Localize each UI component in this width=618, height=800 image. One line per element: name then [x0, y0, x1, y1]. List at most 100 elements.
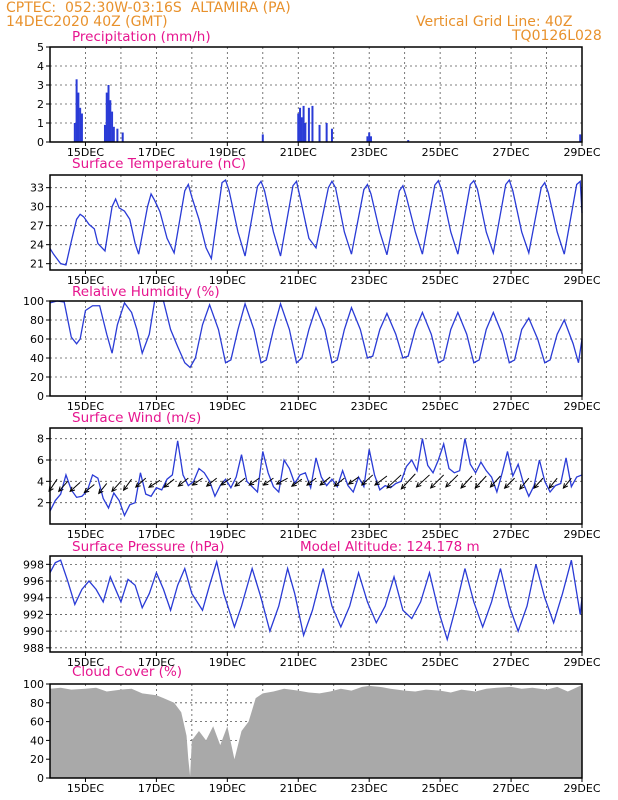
y-tick-label: 20	[30, 371, 44, 384]
wind-arrow	[111, 480, 122, 493]
x-tick-label: 29DEC	[563, 656, 600, 669]
y-tick-label: 80	[30, 697, 44, 710]
precip-bar	[579, 134, 582, 142]
precip-bar	[318, 124, 321, 142]
wind-arrow	[69, 482, 81, 493]
y-tick-label: 0	[37, 136, 44, 149]
wind-arrow	[386, 474, 402, 489]
header-location: CPTEC: 052:30W-03:16S ALTAMIRA (PA)	[6, 0, 291, 16]
wind-arrow	[290, 478, 303, 487]
y-tick-label: 994	[23, 592, 44, 605]
precip-bar	[112, 126, 115, 142]
wind-arrow	[234, 477, 246, 487]
wind-arrow	[219, 477, 232, 486]
x-tick-label: 19DEC	[209, 146, 246, 159]
wind-arrow	[548, 477, 558, 490]
precip-bar	[407, 140, 410, 142]
wind-arrow	[134, 477, 147, 488]
x-tick-label: 25DEC	[422, 656, 459, 669]
wind-arrow	[533, 477, 544, 489]
x-tick-label: 25DEC	[422, 528, 459, 541]
x-tick-label: 15DEC	[67, 528, 104, 541]
y-tick-label: 998	[23, 558, 44, 571]
x-tick-label: 17DEC	[138, 782, 175, 795]
panel-title: Surface Pressure (hPa)	[72, 539, 225, 555]
wind-arrow	[177, 477, 189, 487]
x-tick-label: 29DEC	[563, 782, 600, 795]
x-tick-label: 15DEC	[67, 656, 104, 669]
precip-bar	[311, 105, 314, 142]
wind-arrow	[163, 478, 175, 488]
x-tick-label: 27DEC	[493, 146, 530, 159]
series-line	[49, 178, 583, 266]
wind-arrow	[98, 483, 108, 495]
y-tick-label: 60	[30, 333, 44, 346]
wind-arrow	[248, 477, 260, 486]
y-tick-label: 996	[23, 575, 44, 588]
panel-frame	[49, 174, 583, 271]
y-tick-label: 990	[23, 625, 44, 638]
wind-arrow	[360, 474, 374, 486]
y-tick-label: 992	[23, 608, 44, 621]
x-tick-label: 19DEC	[209, 782, 246, 795]
x-tick-label: 29DEC	[563, 146, 600, 159]
x-tick-label: 21DEC	[280, 274, 317, 287]
wind-arrow	[503, 477, 515, 489]
wind-arrow	[415, 474, 430, 488]
y-tick-label: 0	[37, 772, 44, 785]
x-tick-label: 29DEC	[563, 274, 600, 287]
series-line	[49, 438, 583, 518]
precip-bar	[368, 132, 371, 142]
precip-bar	[79, 107, 82, 142]
x-tick-label: 25DEC	[422, 274, 459, 287]
x-tick-label: 15DEC	[67, 400, 104, 413]
precip-bar	[77, 92, 80, 142]
precip-bar	[325, 123, 328, 142]
precip-bar	[116, 128, 119, 142]
precip-bar	[111, 111, 114, 142]
y-tick-label: 4	[37, 475, 44, 488]
y-tick-label: 100	[23, 295, 44, 308]
panel-frame	[49, 427, 583, 525]
x-tick-label: 27DEC	[493, 274, 530, 287]
x-tick-label: 27DEC	[493, 528, 530, 541]
y-tick-label: 0	[37, 390, 44, 403]
wind-arrow	[562, 477, 572, 490]
x-tick-label: 23DEC	[351, 656, 388, 669]
y-tick-label: 1	[37, 117, 44, 130]
precip-bar	[297, 113, 300, 142]
panel-title: Precipitation (mm/h)	[72, 29, 211, 45]
panel-1: 0 1 2 3 4 5 15DEC 17DEC 19DEC 21DEC 23DEC 25DEC 27DE…	[37, 29, 601, 159]
panel-frame	[49, 683, 583, 779]
x-tick-label: 21DEC	[280, 528, 317, 541]
precip-bar	[75, 79, 78, 142]
y-tick-label: 988	[23, 642, 44, 655]
panel-4: 2 4 6 8 15DEC 17DEC 19DEC 21DEC 23DEC 25DEC 27DEC 2…	[37, 410, 601, 541]
y-tick-label: 8	[37, 433, 44, 446]
x-tick-label: 27DEC	[493, 782, 530, 795]
y-tick-label: 33	[30, 182, 44, 195]
y-tick-label: 100	[23, 678, 44, 691]
x-tick-label: 27DEC	[493, 400, 530, 413]
y-tick-label: 40	[30, 352, 44, 365]
x-tick-label: 17DEC	[138, 400, 175, 413]
wind-arrow	[57, 480, 69, 493]
x-tick-label: 25DEC	[422, 400, 459, 413]
x-tick-label: 17DEC	[138, 274, 175, 287]
wind-arrow	[319, 476, 331, 486]
wind-arrow	[374, 475, 388, 486]
wind-arrow	[275, 477, 288, 485]
precip-bar	[121, 132, 124, 142]
y-tick-label: 2	[37, 497, 44, 510]
x-tick-label: 23DEC	[351, 400, 388, 413]
x-tick-label: 29DEC	[563, 400, 600, 413]
header-code: TQ0126L028	[512, 28, 602, 44]
precip-bar	[103, 124, 106, 142]
wind-arrow	[83, 484, 95, 494]
y-tick-label: 24	[30, 239, 44, 252]
y-tick-label: 80	[30, 314, 44, 327]
x-tick-label: 21DEC	[280, 656, 317, 669]
y-tick-label: 27	[30, 220, 44, 233]
series-line	[49, 559, 583, 642]
